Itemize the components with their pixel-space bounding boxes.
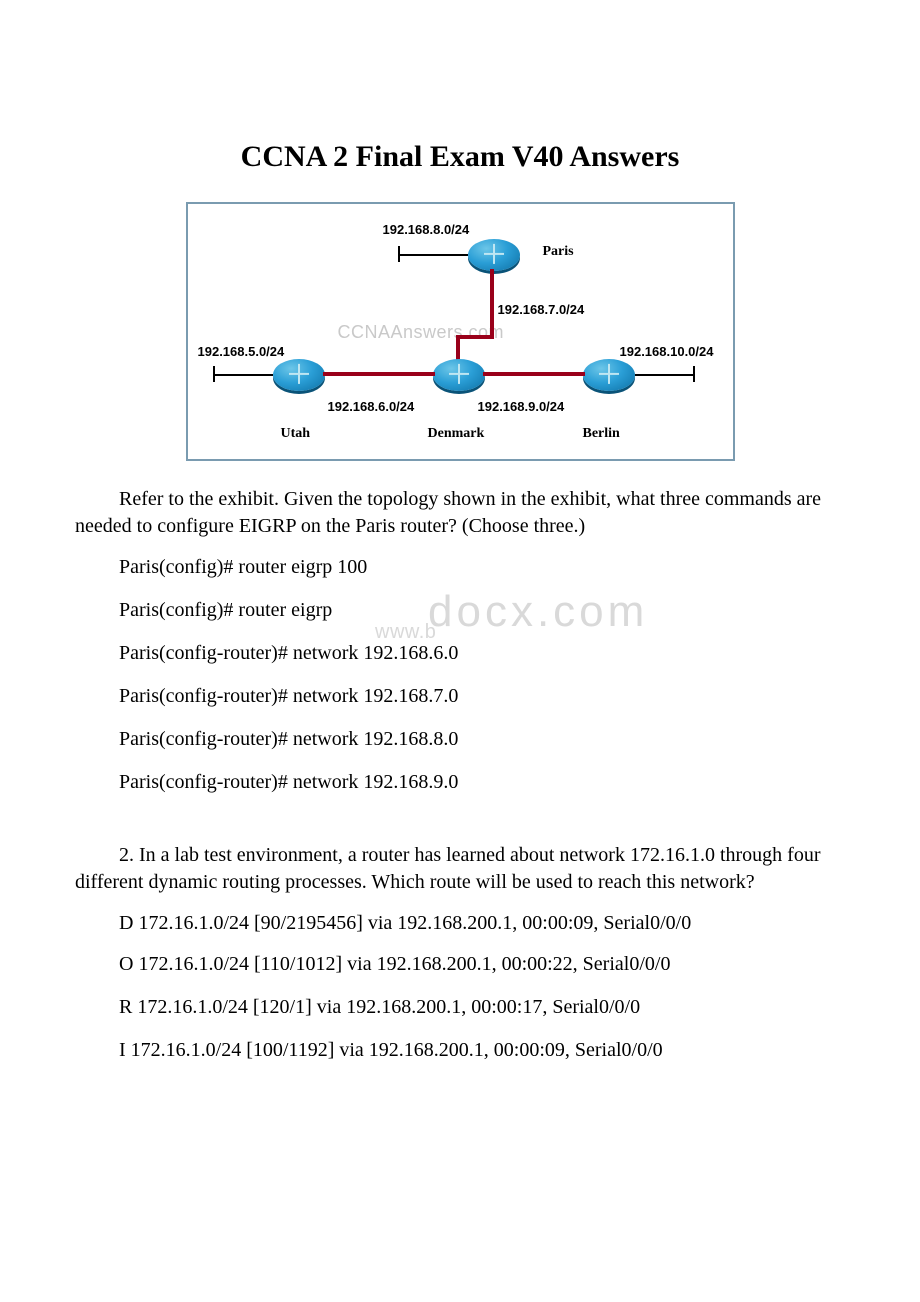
q2-option-3: R 172.16.1.0/24 [120/1] via 192.168.200.…: [75, 994, 845, 1021]
q1-option-2: Paris(config)# router eigrp: [75, 597, 845, 624]
link-utah-denmark: [323, 372, 435, 376]
router-paris-icon: [468, 239, 520, 271]
segment-net8-end: [398, 246, 400, 262]
q1-option-6: Paris(config-router)# network 192.168.9.…: [75, 769, 845, 796]
label-denmark: Denmark: [428, 426, 485, 442]
q1-option-4: Paris(config-router)# network 192.168.7.…: [75, 683, 845, 710]
segment-net5-end: [213, 366, 215, 382]
label-net9: 192.168.9.0/24: [478, 399, 565, 414]
router-berlin-icon: [583, 359, 635, 391]
page-title: CCNA 2 Final Exam V40 Answers: [75, 140, 845, 174]
label-berlin: Berlin: [583, 426, 620, 442]
diagram-watermark: CCNAAnswers.com: [338, 322, 505, 343]
q2-option-2: O 172.16.1.0/24 [110/1012] via 192.168.2…: [75, 951, 845, 978]
label-net10: 192.168.10.0/24: [620, 344, 714, 359]
q1-option-3: Paris(config-router)# network 192.168.6.…: [75, 640, 845, 667]
router-denmark-icon: [433, 359, 485, 391]
segment-net5: [213, 374, 273, 376]
label-paris: Paris: [543, 244, 574, 260]
q1-option-1: Paris(config)# router eigrp 100: [75, 554, 845, 581]
label-net5: 192.168.5.0/24: [198, 344, 285, 359]
segment-net10: [635, 374, 695, 376]
label-net6: 192.168.6.0/24: [328, 399, 415, 414]
network-diagram: CCNAAnswers.com 192.168.8.0/24 Paris 192…: [186, 202, 735, 461]
link-denmark-berlin: [483, 372, 585, 376]
link-paris-denmark: [490, 269, 494, 339]
link-paris-denmark-bend: [456, 335, 494, 339]
q2-option-1: D 172.16.1.0/24 [90/2195456] via 192.168…: [75, 910, 845, 937]
q1-intro: Refer to the exhibit. Given the topology…: [75, 486, 845, 540]
router-utah-icon: [273, 359, 325, 391]
label-net7: 192.168.7.0/24: [498, 302, 585, 317]
q1-option-5: Paris(config-router)# network 192.168.8.…: [75, 726, 845, 753]
link-paris-denmark-drop: [456, 335, 460, 362]
q2-intro: 2. In a lab test environment, a router h…: [75, 842, 845, 896]
q2-option-4: I 172.16.1.0/24 [100/1192] via 192.168.2…: [75, 1037, 845, 1064]
segment-net8: [398, 254, 468, 256]
segment-net10-end: [693, 366, 695, 382]
label-utah: Utah: [281, 426, 311, 442]
label-net8: 192.168.8.0/24: [383, 222, 470, 237]
